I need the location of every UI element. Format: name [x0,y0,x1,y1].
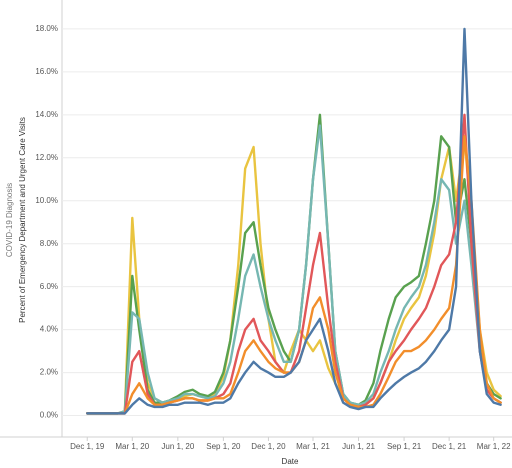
x-axis-label: Date [282,457,299,466]
y-tick-label: 2.0% [40,368,58,377]
y-tick-label: 8.0% [40,239,58,248]
y-tick-label: 18.0% [35,24,58,33]
y-tick-label: 0.0% [40,411,58,420]
series-line [86,27,502,415]
x-tick-label: Dec 1, 19 [70,442,105,451]
x-tick-label: Mar 1, 20 [115,442,149,451]
y-tick-label: 6.0% [40,282,58,291]
x-tick-label: Sep 1, 20 [206,442,241,451]
y-axis-group-label: COVID-19 Diagnosis [5,183,14,257]
y-tick-label: 4.0% [40,325,58,334]
y-tick-label: 12.0% [35,153,58,162]
x-tick-label: Dec 1, 20 [251,442,286,451]
x-tick-label: Mar 1, 21 [296,442,330,451]
x-tick-label: Dec 1, 21 [432,442,467,451]
x-tick-label: Mar 1, 22 [477,442,511,451]
x-tick-label: Jun 1, 21 [342,442,375,451]
y-tick-label: 16.0% [35,67,58,76]
x-tick-label: Sep 1, 21 [387,442,422,451]
y-axis-label: Percent of Emergency Department and Urge… [18,117,27,323]
series-line [86,124,502,415]
y-tick-label: 14.0% [35,110,58,119]
y-tick-label: 10.0% [35,196,58,205]
x-tick-label: Jun 1, 20 [161,442,194,451]
